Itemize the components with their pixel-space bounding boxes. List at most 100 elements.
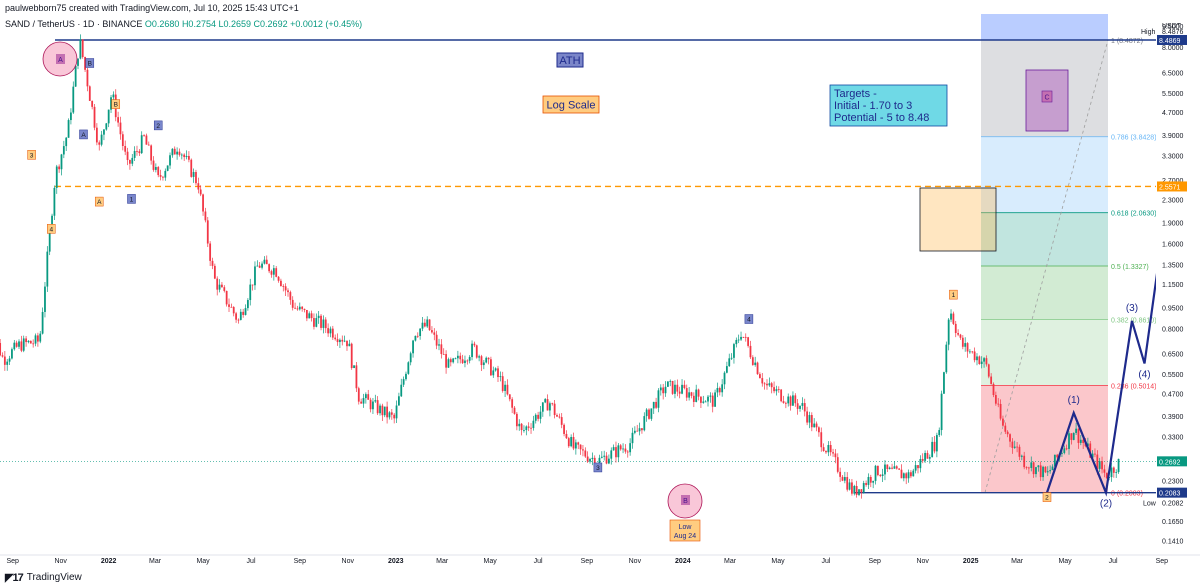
candle-body	[1077, 428, 1080, 443]
candle-body	[152, 160, 155, 170]
candle-body	[549, 403, 551, 411]
candle-body	[393, 414, 396, 419]
y-tick-label: 3.3000	[1162, 153, 1184, 160]
candle-body	[730, 357, 733, 359]
candle-body	[810, 415, 813, 428]
candle-body	[978, 356, 981, 365]
candle-body	[671, 380, 674, 394]
candle-body	[303, 308, 306, 310]
candle-body	[79, 39, 82, 59]
candle-body	[117, 117, 120, 123]
axis-unit-label: USDT	[1162, 23, 1182, 30]
candle-body	[329, 328, 332, 334]
candle-body	[270, 271, 273, 275]
candle-body	[539, 411, 542, 419]
candle-body	[803, 403, 806, 412]
candle-body	[1044, 466, 1047, 473]
candle-body	[1098, 461, 1101, 469]
candle-body	[643, 416, 646, 431]
candle-body	[376, 400, 379, 414]
candle-body	[523, 430, 525, 431]
candle-body	[834, 453, 837, 458]
candle-body	[950, 313, 952, 320]
y-tick-label: 6.5000	[1162, 71, 1184, 78]
targets-line-2: Potential - 5 to 8.48	[834, 112, 929, 124]
fib-label-0: 0 (0.2083)	[1111, 491, 1143, 498]
candle-body	[537, 414, 540, 419]
candle-body	[1032, 462, 1035, 475]
candle-body	[1070, 433, 1073, 440]
candle-body	[853, 485, 856, 494]
candle-body	[131, 157, 134, 164]
wave-marker-label-5: A	[97, 199, 102, 206]
candle-body	[976, 356, 978, 361]
candle-body	[544, 399, 547, 403]
candle-body	[487, 357, 490, 360]
candle-body	[546, 399, 549, 411]
candle-body	[74, 65, 77, 87]
candle-body	[1039, 465, 1042, 478]
candle-body	[223, 287, 226, 291]
candle-body	[582, 449, 584, 451]
candle-body	[855, 485, 858, 495]
candle-body	[178, 151, 181, 155]
support-badge-label: 0.2083	[1159, 491, 1181, 498]
wave-marker-label-10: 1	[952, 292, 956, 299]
candle-body	[305, 309, 308, 319]
candle-body	[1025, 467, 1028, 468]
candle-body	[876, 465, 879, 476]
candle-body	[773, 387, 775, 392]
tradingview-logo[interactable]: ◤17 TradingView	[5, 571, 82, 584]
candle-body	[570, 437, 573, 447]
candle-body	[527, 426, 530, 428]
candle-body	[298, 306, 301, 310]
x-tick-label: Mar	[149, 558, 162, 565]
candle-body	[46, 251, 49, 287]
candle-body	[707, 396, 709, 402]
fib-label-0.618: 0.618 (2.0630)	[1111, 211, 1157, 218]
candle-body	[966, 343, 969, 352]
candle-body	[1, 355, 4, 357]
candle-body	[162, 176, 164, 178]
x-tick-label: 2025	[963, 558, 979, 565]
candle-body	[669, 380, 672, 382]
candle-body	[869, 476, 872, 483]
candle-body	[322, 319, 325, 328]
candle-body	[973, 351, 976, 361]
candle-body	[140, 135, 143, 154]
candle-body	[320, 315, 322, 328]
candle-body	[1094, 453, 1096, 455]
fib-zone-0.5	[981, 212, 1108, 267]
candle-body	[0, 342, 2, 356]
candle-body	[952, 313, 955, 324]
candle-body	[964, 343, 967, 347]
candle-body	[84, 57, 86, 70]
candle-body	[204, 211, 207, 221]
candle-body	[107, 109, 110, 124]
candle-body	[456, 355, 459, 359]
symbol-label[interactable]: SAND / TetherUS · 1D · BINANCE	[5, 19, 143, 29]
candle-body	[985, 358, 988, 365]
chart-author-line: paulwebborn75 created with TradingView.c…	[5, 3, 299, 13]
candle-body	[728, 358, 731, 367]
candle-body	[917, 465, 919, 469]
candle-body	[379, 405, 381, 414]
x-tick-label: May	[1058, 558, 1072, 565]
candle-body	[289, 292, 292, 300]
candle-body	[782, 401, 785, 403]
candle-body	[513, 407, 516, 414]
candle-body	[395, 405, 398, 419]
candle-body	[53, 187, 56, 216]
x-tick-label: Sep	[6, 558, 19, 565]
candle-body	[593, 457, 596, 467]
candle-body	[563, 424, 565, 434]
candle-body	[666, 381, 669, 387]
candle-body	[508, 394, 511, 400]
candle-body	[874, 465, 877, 481]
candle-body	[886, 464, 889, 470]
x-tick-label: May	[196, 558, 210, 565]
candle-body	[355, 365, 358, 389]
candle-body	[716, 388, 719, 393]
wave-marker-label-0: B	[88, 61, 92, 68]
